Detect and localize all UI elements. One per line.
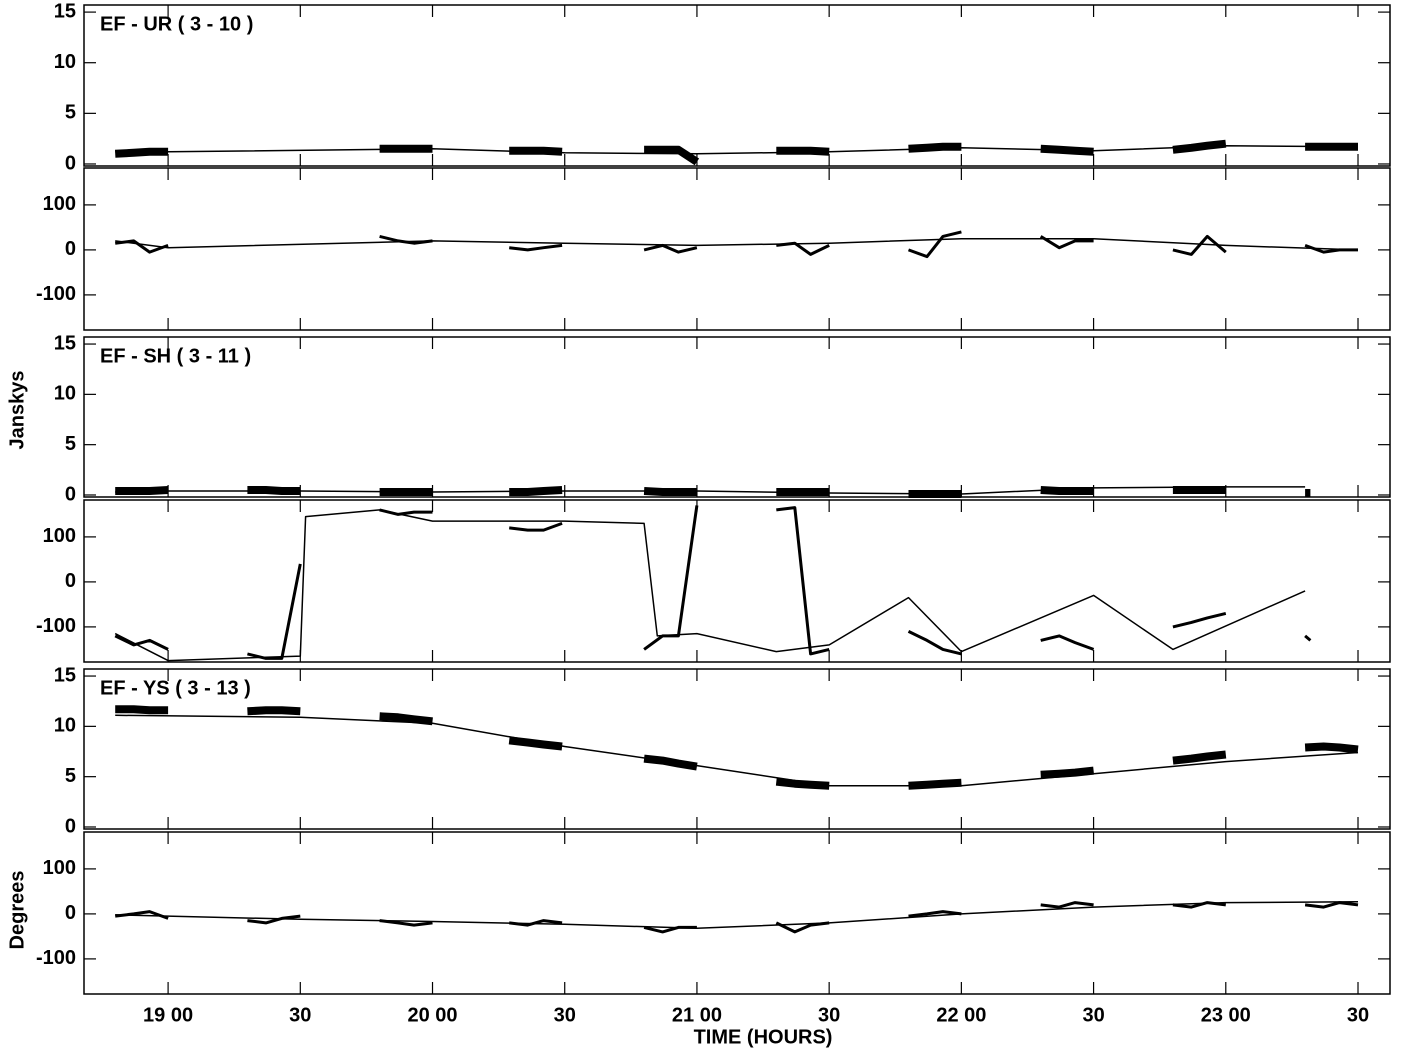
x-tick-label: 30 bbox=[1082, 1004, 1104, 1026]
x-tick-label: 22 00 bbox=[936, 1004, 986, 1026]
y-tick-label: 10 bbox=[54, 715, 76, 737]
y-tick-label: 15 bbox=[54, 0, 76, 22]
x-tick-label: 30 bbox=[818, 1004, 840, 1026]
y-tick-label: 10 bbox=[54, 51, 76, 73]
y-axis-label: Janskys bbox=[6, 371, 28, 450]
series-line bbox=[115, 705, 1359, 790]
series-line bbox=[115, 144, 1359, 155]
series-line bbox=[114, 509, 1306, 662]
panel-frame bbox=[83, 668, 1391, 830]
panel-frame bbox=[83, 4, 1391, 167]
x-tick-label: 30 bbox=[1347, 1004, 1369, 1026]
x-axis-label: TIME (HOURS) bbox=[694, 1026, 833, 1048]
y-tick-label: 15 bbox=[54, 664, 76, 686]
series-line bbox=[115, 901, 1359, 930]
panel-label: EF - YS ( 3 - 13 ) bbox=[100, 677, 251, 699]
x-tick-label: 23 00 bbox=[1201, 1004, 1251, 1026]
panel-label: EF - SH ( 3 - 11 ) bbox=[100, 345, 251, 367]
series-line bbox=[114, 505, 1312, 660]
x-tick-label: 19 00 bbox=[143, 1004, 193, 1026]
y-tick-label: 0 bbox=[65, 238, 76, 260]
y-tick-label: 0 bbox=[65, 815, 76, 837]
series-line bbox=[115, 714, 1359, 787]
y-tick-label: -100 bbox=[36, 947, 76, 969]
panel-frame bbox=[83, 336, 1391, 498]
y-tick-label: 15 bbox=[54, 332, 76, 354]
x-tick-label: 21 00 bbox=[672, 1004, 722, 1026]
panel-frame bbox=[83, 831, 1391, 995]
y-tick-label: 0 bbox=[65, 152, 76, 174]
y-tick-label: 0 bbox=[65, 902, 76, 924]
x-tick-label: 30 bbox=[554, 1004, 576, 1026]
y-tick-label: -100 bbox=[36, 615, 76, 637]
panel-label: EF - UR ( 3 - 10 ) bbox=[100, 13, 253, 35]
y-tick-label: 5 bbox=[65, 433, 76, 455]
y-tick-label: -100 bbox=[36, 283, 76, 305]
series-line bbox=[115, 901, 1359, 934]
y-tick-label: 0 bbox=[65, 570, 76, 592]
y-tick-label: 10 bbox=[54, 383, 76, 405]
y-tick-label: 100 bbox=[43, 857, 76, 879]
panel-frame bbox=[83, 167, 1391, 331]
panel-frame bbox=[83, 499, 1391, 663]
x-tick-label: 30 bbox=[289, 1004, 311, 1026]
y-axis-label: Degrees bbox=[6, 871, 28, 950]
y-tick-label: 100 bbox=[43, 193, 76, 215]
series-line bbox=[115, 486, 1306, 495]
y-tick-label: 5 bbox=[65, 102, 76, 124]
series-line bbox=[115, 237, 1359, 251]
y-tick-label: 5 bbox=[65, 765, 76, 787]
y-tick-label: 0 bbox=[65, 483, 76, 505]
y-tick-label: 100 bbox=[43, 525, 76, 547]
x-tick-label: 20 00 bbox=[407, 1004, 457, 1026]
